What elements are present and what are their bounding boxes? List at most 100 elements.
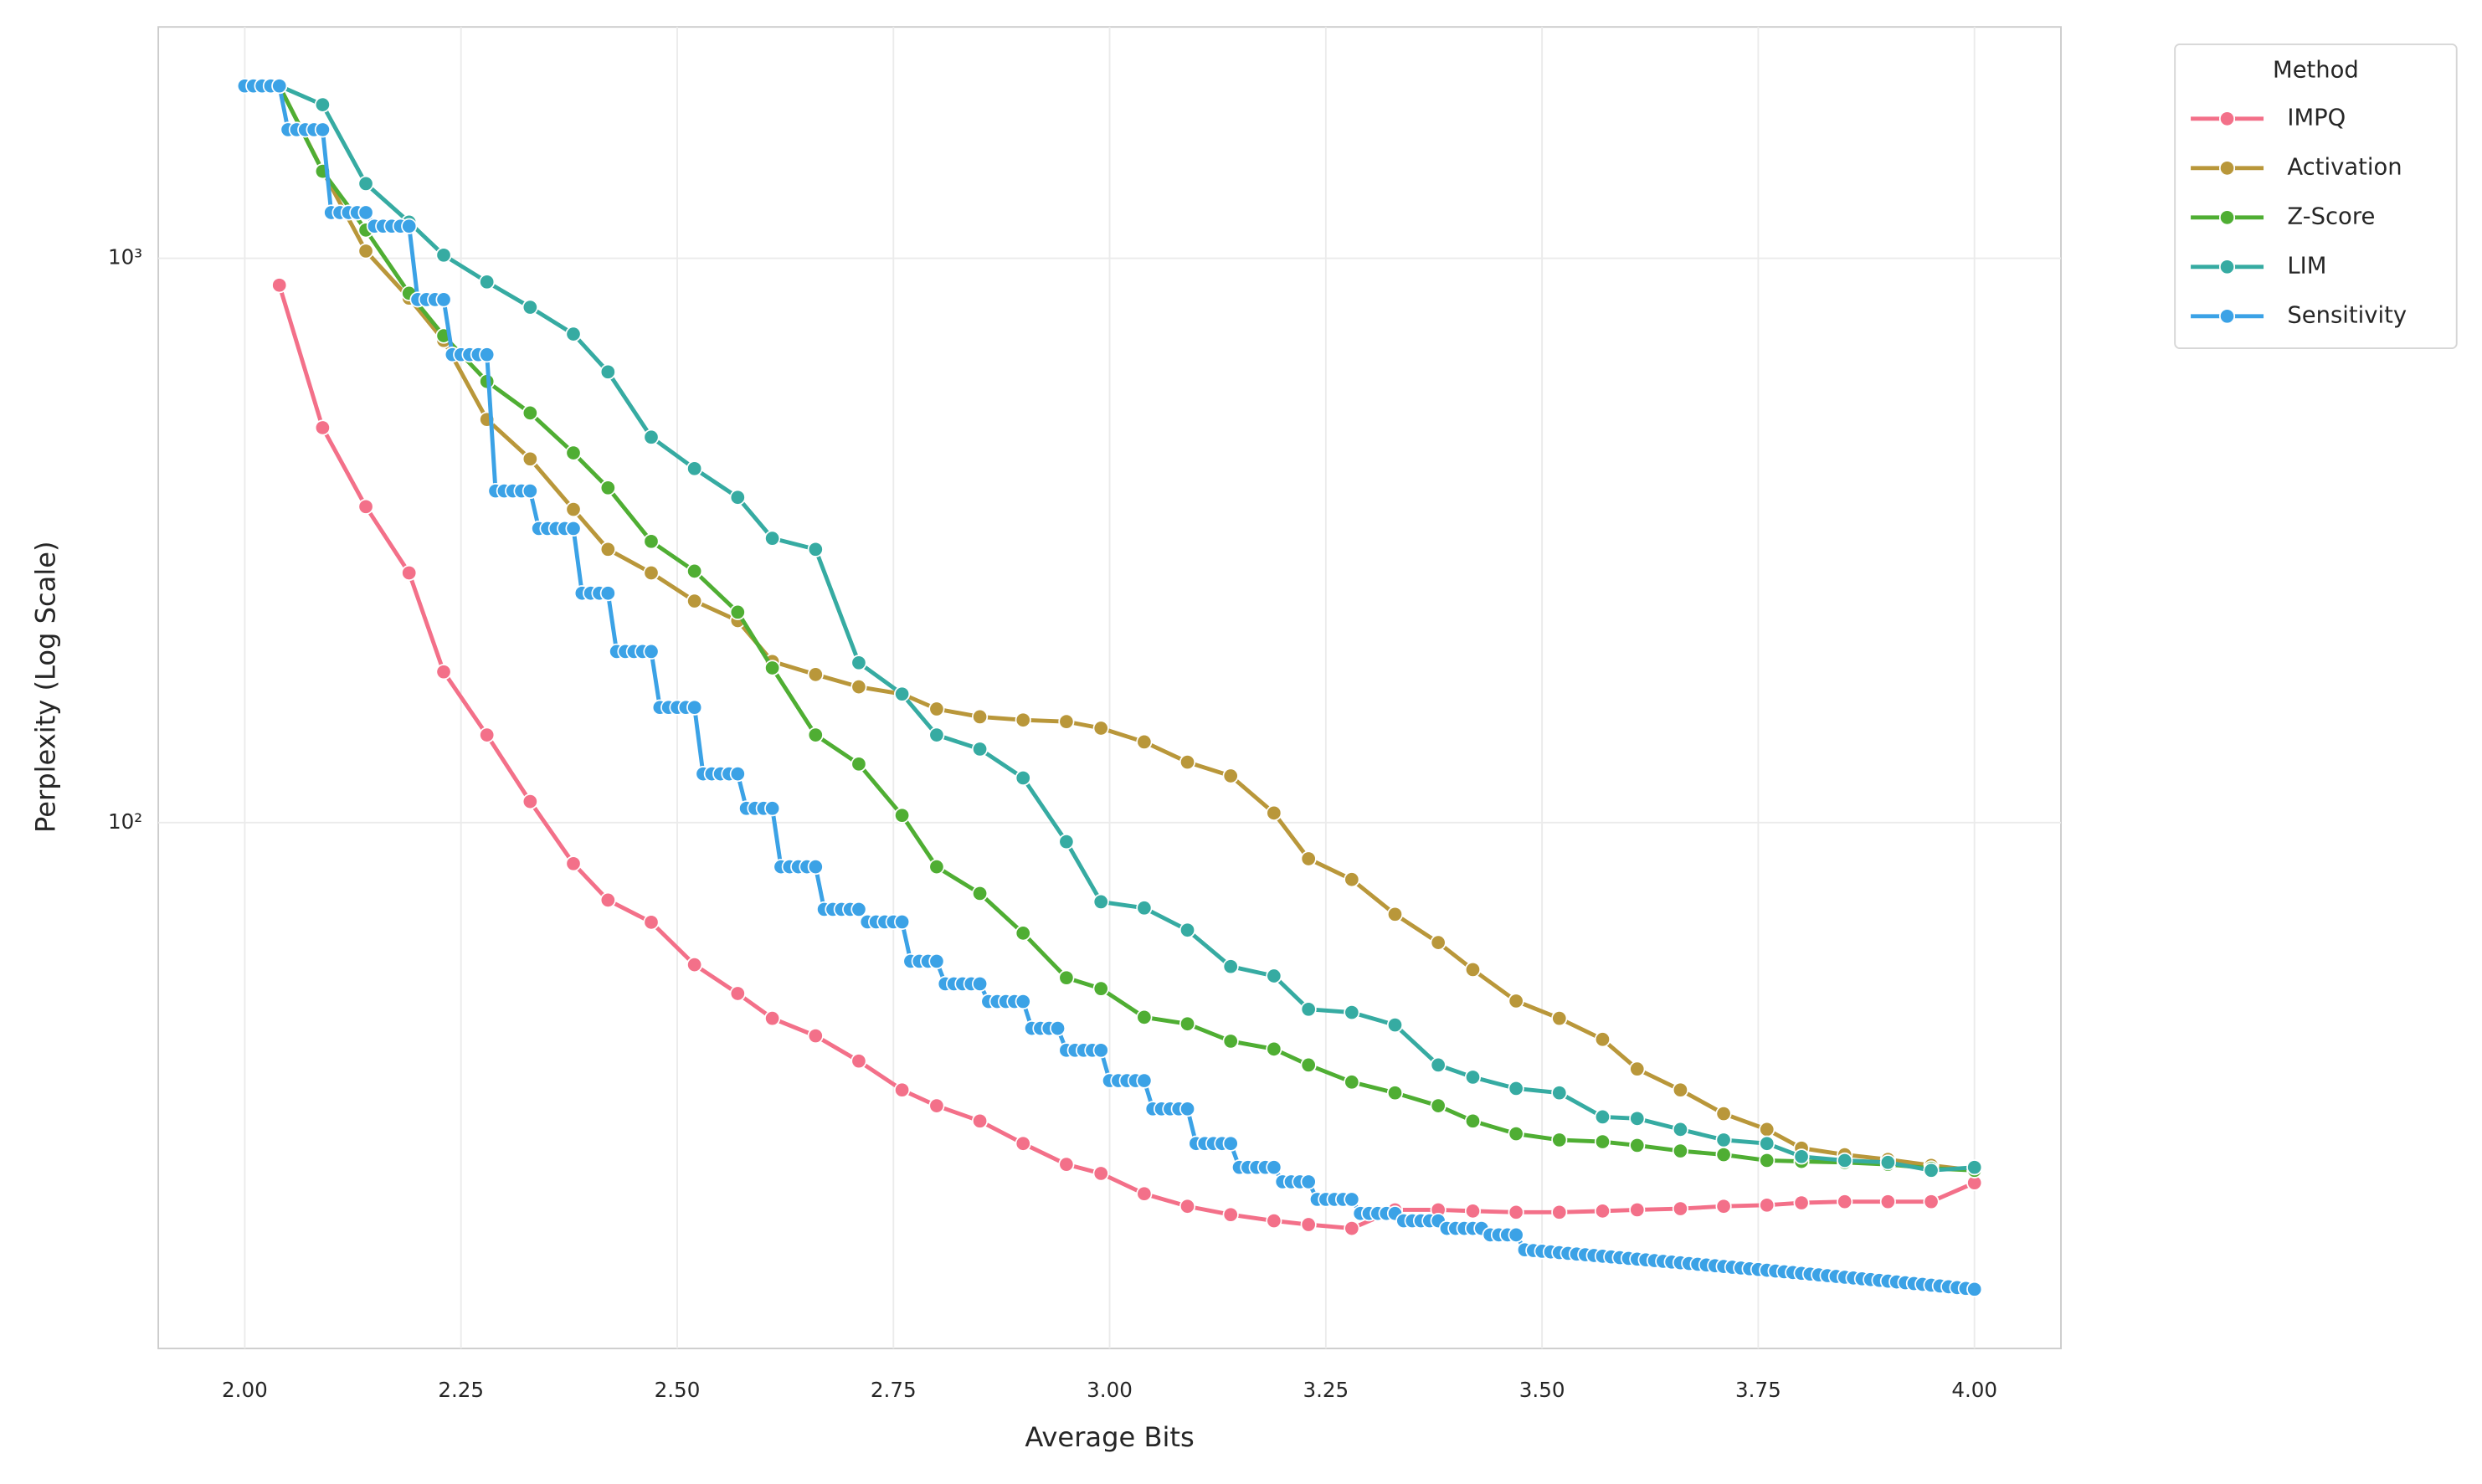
series-point: [1879, 1194, 1896, 1210]
series-point: [1594, 1108, 1611, 1125]
series-point: [764, 660, 781, 676]
series-point: [1464, 1069, 1482, 1086]
series-point: [1300, 1001, 1317, 1018]
series-point: [1629, 1201, 1646, 1219]
series-point: [1430, 1056, 1447, 1073]
series-point: [807, 727, 824, 743]
series-point: [401, 564, 418, 582]
series-point: [357, 204, 374, 221]
series-point: [764, 1010, 781, 1027]
series-point: [1015, 993, 1031, 1010]
series-point: [522, 450, 538, 467]
x-tick-label: 3.50: [1519, 1378, 1565, 1402]
y-tick-label: 10³: [108, 245, 142, 270]
series-point: [729, 489, 746, 506]
legend-marker: [2219, 308, 2236, 325]
series-point: [565, 444, 582, 461]
legend-label: IMPQ: [2287, 105, 2346, 131]
series-point: [972, 975, 989, 992]
series-point: [686, 562, 703, 579]
x-tick-label: 3.00: [1087, 1378, 1133, 1402]
series-point: [1300, 850, 1317, 867]
series-point: [565, 855, 582, 872]
series-point: [1344, 1220, 1360, 1237]
legend-marker: [2219, 259, 2236, 275]
series-point: [686, 957, 703, 973]
series-point: [1344, 1074, 1360, 1091]
series-point: [972, 741, 989, 757]
series-point: [1715, 1198, 1732, 1214]
series-point: [807, 859, 824, 876]
series-point: [1508, 1080, 1524, 1097]
series-point: [1508, 993, 1524, 1009]
series-point: [435, 291, 452, 308]
series-point: [894, 807, 911, 824]
series-point: [1879, 1154, 1896, 1171]
y-tick-label: 10²: [108, 809, 142, 834]
series-point: [1015, 711, 1031, 728]
series-point: [522, 793, 538, 810]
series-point: [522, 404, 538, 421]
series-point: [643, 643, 660, 660]
series-point: [1508, 1204, 1524, 1220]
series-point: [1923, 1194, 1940, 1210]
series-point: [1551, 1204, 1568, 1220]
series-point: [686, 460, 703, 477]
series-point: [850, 901, 867, 917]
series-point: [928, 1097, 945, 1114]
series-point: [850, 679, 867, 696]
series-point: [314, 121, 331, 138]
series-point: [1015, 925, 1031, 942]
series-point: [764, 530, 781, 547]
series-point: [1344, 1004, 1360, 1021]
series-point: [1793, 1194, 1810, 1211]
series-point: [271, 277, 288, 294]
legend-marker: [2219, 110, 2236, 127]
series-point: [479, 347, 496, 363]
series-point: [850, 655, 867, 671]
grid: [158, 27, 2062, 1349]
series-point: [1058, 834, 1075, 850]
series-point: [928, 727, 945, 743]
series-point: [565, 326, 582, 342]
series-point: [1266, 968, 1282, 984]
series-point: [850, 1053, 867, 1070]
series-point: [686, 593, 703, 609]
series-point: [1672, 1121, 1688, 1137]
series-point: [1923, 1162, 1940, 1178]
series-point: [643, 533, 660, 550]
x-axis-label: Average Bits: [1025, 1421, 1194, 1453]
series-point: [1300, 1173, 1317, 1190]
series-point: [1715, 1132, 1732, 1148]
x-tick-label: 3.75: [1735, 1378, 1781, 1402]
series-line: [277, 85, 1975, 1173]
series-point: [1793, 1148, 1810, 1165]
series-point: [479, 274, 496, 290]
series-point: [1966, 1159, 1983, 1176]
series-point: [1136, 733, 1153, 750]
series-point: [1551, 1132, 1568, 1148]
legend-label: Activation: [2287, 154, 2402, 180]
series-point: [928, 953, 945, 970]
series-point: [807, 541, 824, 557]
series-point: [357, 243, 374, 259]
legend-label: Sensitivity: [2287, 302, 2407, 328]
series-point: [850, 756, 867, 773]
series-point: [1672, 1081, 1688, 1098]
series-point: [479, 727, 496, 743]
series-point: [1179, 1101, 1196, 1117]
series-point: [1266, 1212, 1282, 1230]
series-point: [1266, 804, 1282, 821]
series-point: [1300, 1216, 1317, 1233]
series-point: [1629, 1110, 1646, 1127]
series-point: [1092, 720, 1109, 737]
series-point: [1464, 1112, 1482, 1129]
series-point: [599, 480, 616, 496]
series-point: [1058, 1156, 1075, 1173]
series-point: [1759, 1152, 1775, 1168]
series-point: [972, 1112, 989, 1129]
series-point: [729, 766, 746, 783]
series-point: [764, 800, 781, 817]
series-point: [1058, 713, 1075, 730]
